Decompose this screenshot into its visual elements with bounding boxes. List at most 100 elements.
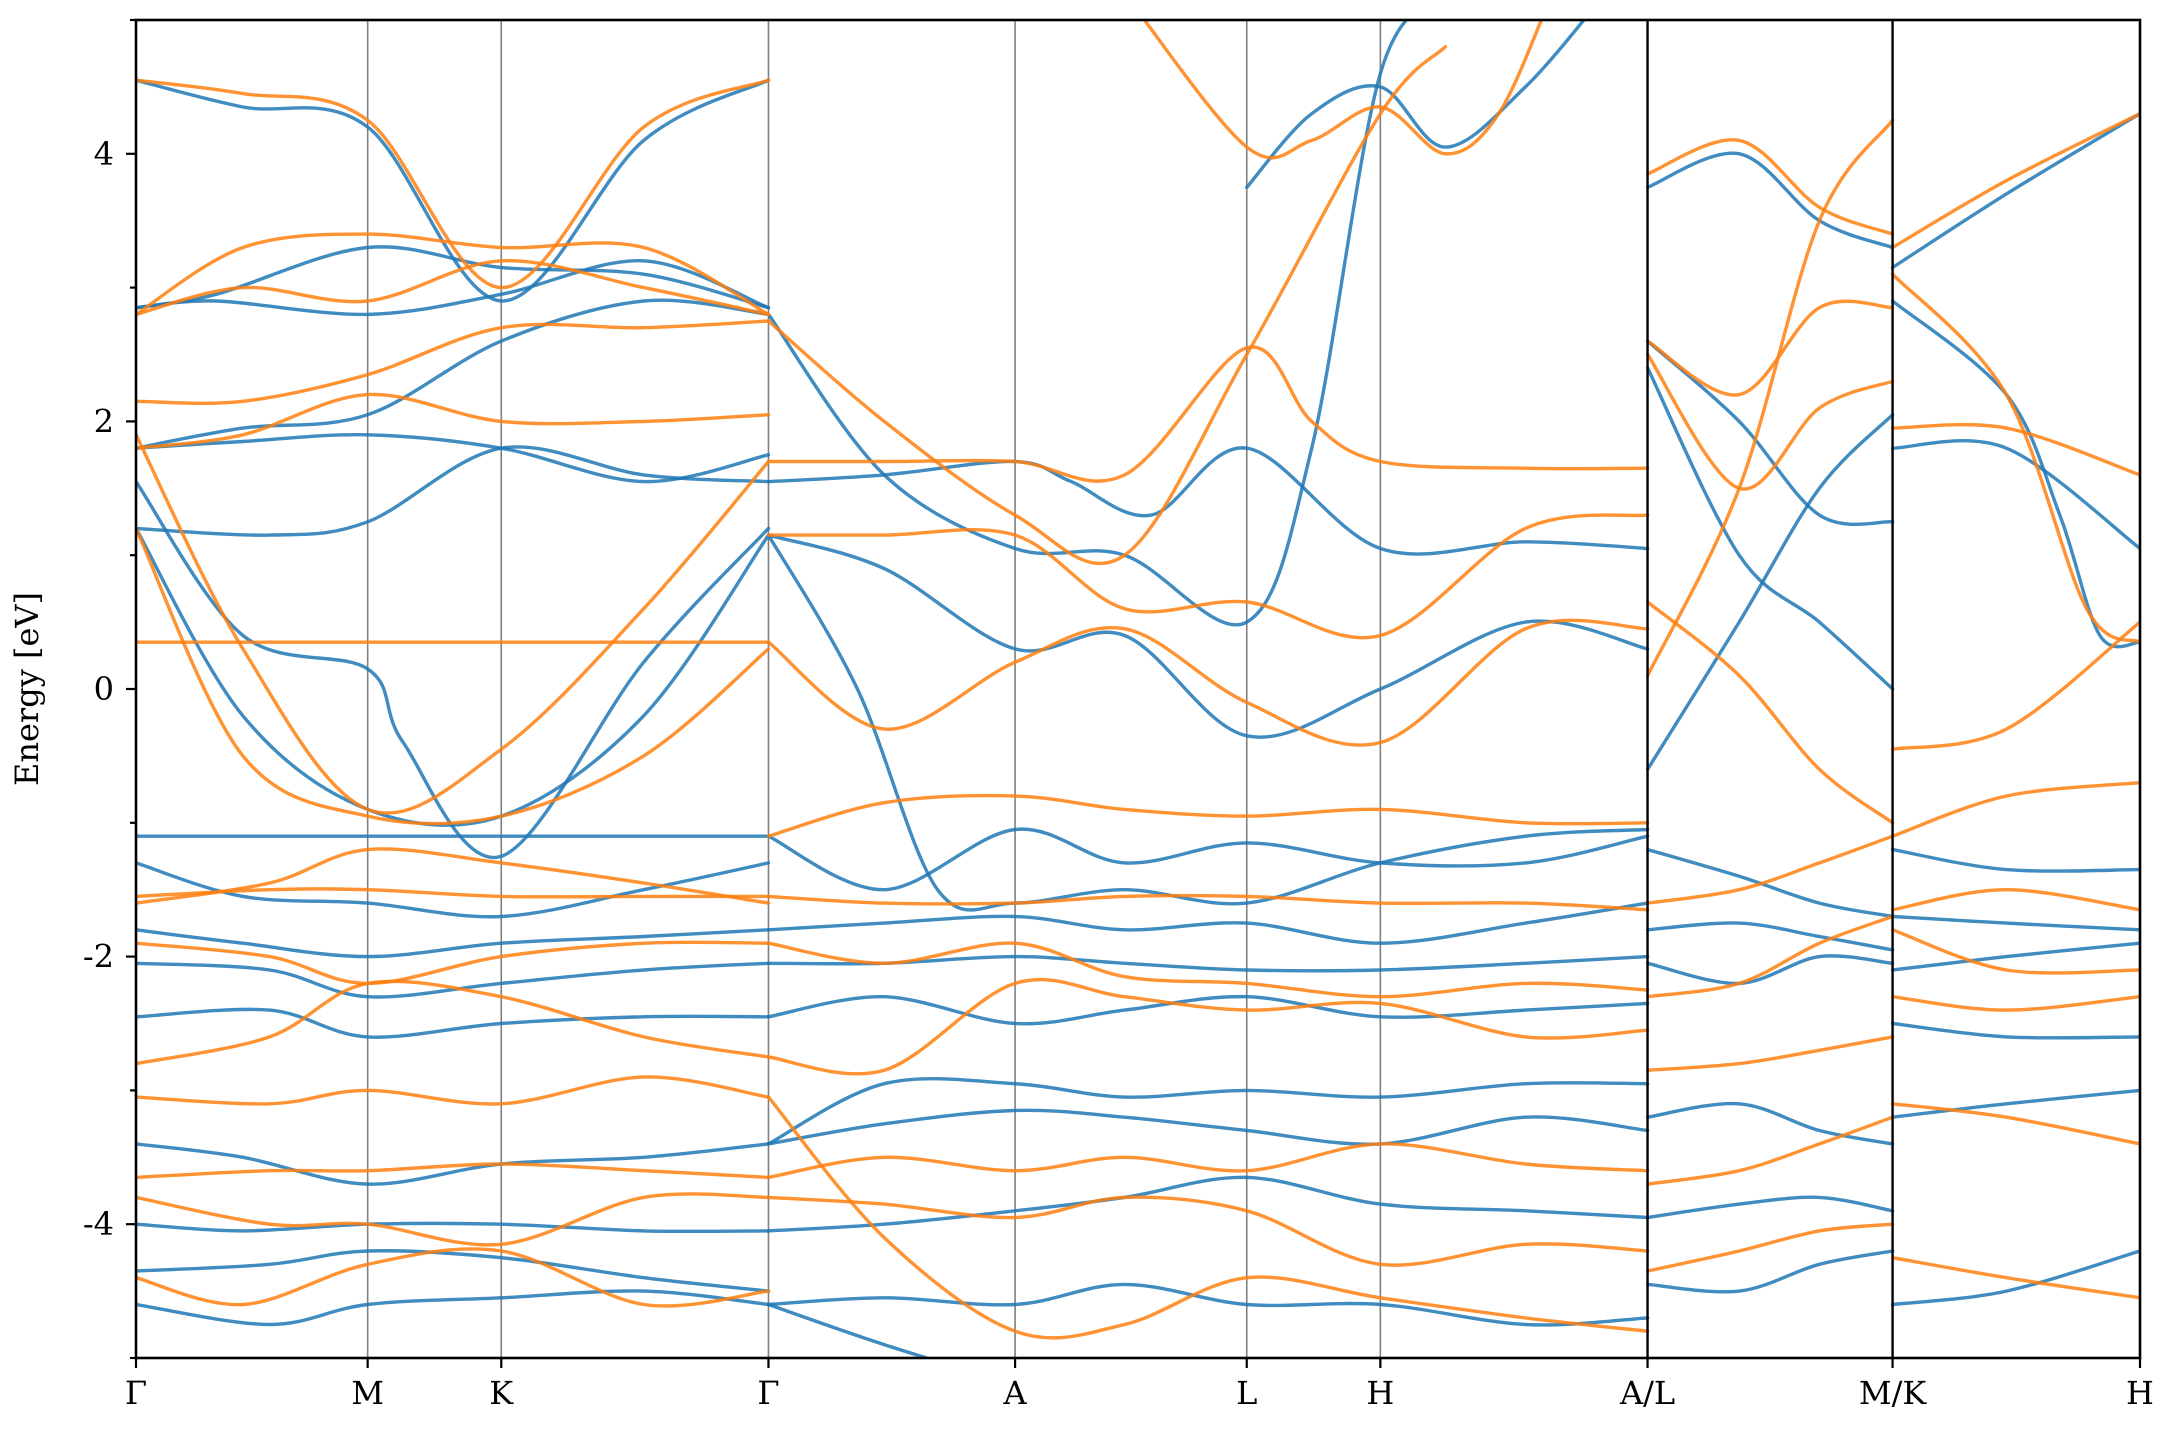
band-line xyxy=(136,245,771,310)
band-line xyxy=(766,446,1650,556)
band-line xyxy=(1645,1101,1895,1146)
y-tick-label: 4 xyxy=(94,135,114,173)
band-line xyxy=(766,618,1650,747)
band-line xyxy=(766,941,1650,999)
band-line xyxy=(766,793,1650,838)
y-axis-label: Energy [eV] xyxy=(8,592,46,786)
band-line xyxy=(1645,1195,1895,1220)
band-line xyxy=(136,1142,771,1186)
band-line xyxy=(1890,112,2140,250)
band-line xyxy=(136,433,771,815)
x-tick-label: H xyxy=(1366,1374,1394,1412)
band-line xyxy=(1645,1115,1895,1186)
band-line xyxy=(136,1162,771,1180)
band-line xyxy=(1890,928,2140,975)
band-line xyxy=(1645,954,1895,986)
band-line xyxy=(136,232,771,317)
band-line xyxy=(766,978,1650,1076)
band-line xyxy=(766,893,1650,912)
band-line xyxy=(766,1302,933,1358)
x-tick-label: M/K xyxy=(1859,1374,1928,1412)
band-line xyxy=(1890,439,2140,551)
band-line xyxy=(136,445,771,537)
band-line xyxy=(1890,995,2140,1012)
band-line xyxy=(1890,1249,2140,1307)
band-line xyxy=(136,979,771,1066)
band-line xyxy=(1645,299,1895,397)
band-line xyxy=(766,827,1650,892)
band-line xyxy=(766,1095,1650,1340)
band-line xyxy=(766,533,1650,912)
band-line xyxy=(1890,272,2140,644)
band-line xyxy=(136,479,771,860)
band-line xyxy=(1645,352,1895,491)
y-tick-label: -4 xyxy=(83,1205,114,1243)
band-line xyxy=(136,319,771,405)
band-line xyxy=(766,1175,1650,1233)
band-line xyxy=(136,392,771,450)
band-line xyxy=(1890,941,2140,972)
band-line xyxy=(136,1192,771,1247)
band-line xyxy=(766,1195,1650,1267)
y-tick-label: 0 xyxy=(94,670,114,708)
band-line xyxy=(766,994,1650,1026)
band-line xyxy=(1890,1102,2140,1146)
band-line xyxy=(766,1108,1650,1146)
x-tick-label: A xyxy=(1003,1374,1028,1412)
band-line xyxy=(136,961,771,999)
band-line xyxy=(136,1249,771,1293)
band-line xyxy=(1245,20,1587,189)
band-line xyxy=(136,1221,771,1234)
band-line xyxy=(766,20,1409,627)
x-tick-label: K xyxy=(489,1374,514,1412)
band-line xyxy=(1645,847,1895,919)
x-axis: Γ M K Γ A L H A/L M/K H xyxy=(125,1358,2154,1412)
band-line xyxy=(136,526,771,826)
band-series-2 xyxy=(136,20,2140,1340)
band-line xyxy=(136,259,771,317)
x-tick-label: M xyxy=(351,1374,384,1412)
band-line xyxy=(136,258,771,317)
band-line xyxy=(766,513,1650,640)
path-break-lines xyxy=(1646,20,1894,1358)
band-line xyxy=(766,901,1650,945)
band-line xyxy=(1890,888,2140,912)
x-tick-label: Γ xyxy=(125,1374,147,1412)
band-line xyxy=(136,1247,771,1308)
x-tick-label: A/L xyxy=(1619,1374,1675,1412)
band-line xyxy=(136,847,771,905)
band-line xyxy=(1645,1035,1895,1072)
x-tick-label: Γ xyxy=(757,1374,779,1412)
band-line xyxy=(136,1007,771,1039)
band-line xyxy=(1890,914,2140,932)
band-line xyxy=(766,1142,1650,1180)
band-line xyxy=(1645,914,1895,999)
band-line xyxy=(1645,1222,1895,1273)
x-tick-label: L xyxy=(1236,1374,1257,1412)
band-line xyxy=(1890,847,2140,873)
band-line xyxy=(1142,20,1544,160)
band-line xyxy=(1890,299,2140,649)
y-tick-label: -2 xyxy=(83,938,114,976)
x-tick-label: H xyxy=(2126,1374,2154,1412)
band-line xyxy=(766,533,1650,739)
band-line xyxy=(1890,112,2140,270)
band-line xyxy=(766,45,1447,566)
band-line xyxy=(766,1077,1650,1146)
band-line xyxy=(136,940,771,986)
band-line xyxy=(766,1282,1650,1327)
band-line xyxy=(1645,600,1895,825)
band-line xyxy=(1890,1021,2140,1040)
band-line xyxy=(1645,413,1895,771)
band-line xyxy=(1645,921,1895,952)
band-line xyxy=(1645,138,1895,236)
band-line xyxy=(1890,1256,2140,1300)
band-line xyxy=(136,78,771,290)
band-line xyxy=(766,345,1650,483)
band-line xyxy=(136,1075,771,1106)
band-line xyxy=(1890,781,2140,838)
y-axis: -4 -2 0 2 4 xyxy=(83,18,136,1360)
y-tick-label: 2 xyxy=(94,402,114,440)
band-line xyxy=(136,1289,771,1327)
